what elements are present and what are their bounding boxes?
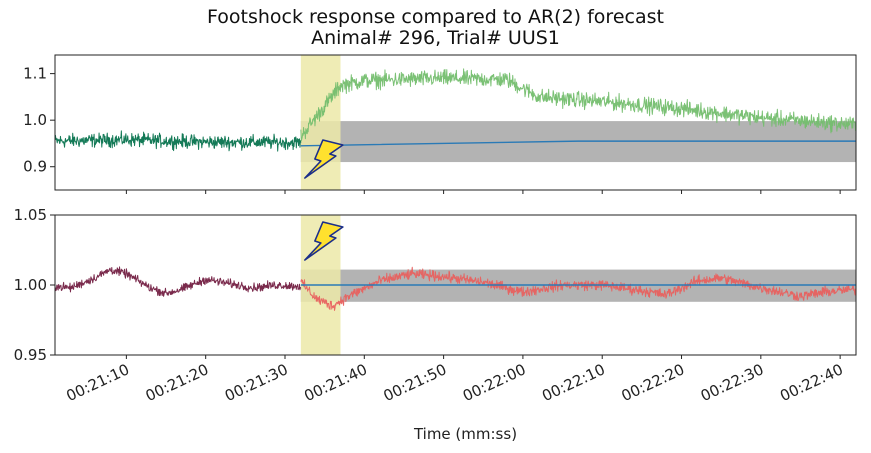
top-series-ar2-forecast xyxy=(300,140,856,147)
top-ytick-label: 1.0 xyxy=(23,111,47,129)
top-panel: 0.9 1.0 1.1 xyxy=(23,54,857,194)
bottom-xtick-label: 00:21:30 xyxy=(222,360,291,405)
bottom-xtick-label: 00:22:20 xyxy=(619,360,688,405)
bottom-xtick-label: 00:22:00 xyxy=(460,360,529,405)
lightning-bolt-icon xyxy=(304,139,344,179)
bottom-plot-area xyxy=(55,215,856,355)
x-axis-label: Time (mm:ss) xyxy=(413,425,517,443)
bottom-series-signal-post-shock xyxy=(300,266,856,311)
bottom-xtick-label: 00:22:40 xyxy=(777,360,846,405)
bottom-xtick-label: 00:21:20 xyxy=(143,360,212,405)
bottom-xtick-label: 00:21:50 xyxy=(381,360,450,405)
chart-subtitle: Animal# 296, Trial# UUS1 xyxy=(311,27,560,49)
bottom-xtick-label: 00:21:10 xyxy=(63,360,132,405)
top-plot-area xyxy=(55,55,856,190)
top-shock-window xyxy=(300,55,341,190)
top-ytick-label: 1.1 xyxy=(23,65,47,83)
bottom-series-signal-pre-shock xyxy=(55,266,302,297)
bottom-xtick-label: 00:22:30 xyxy=(698,360,767,405)
bottom-xtick-label: 00:22:10 xyxy=(539,360,608,405)
top-series-signal-post-shock xyxy=(300,68,856,142)
bottom-ytick-label: 1.00 xyxy=(14,276,47,294)
top-series-signal-pre-shock xyxy=(55,130,302,152)
bottom-ytick-label: 1.05 xyxy=(14,206,47,224)
chart-title: Footshock response compared to AR(2) for… xyxy=(207,6,664,28)
bottom-ytick-label: 0.95 xyxy=(14,346,47,364)
top-ytick-label: 0.9 xyxy=(23,158,47,176)
bottom-xtick-label: 00:21:40 xyxy=(301,360,370,405)
top-axes-frame xyxy=(54,54,857,191)
lightning-bolt-icon xyxy=(304,221,344,261)
